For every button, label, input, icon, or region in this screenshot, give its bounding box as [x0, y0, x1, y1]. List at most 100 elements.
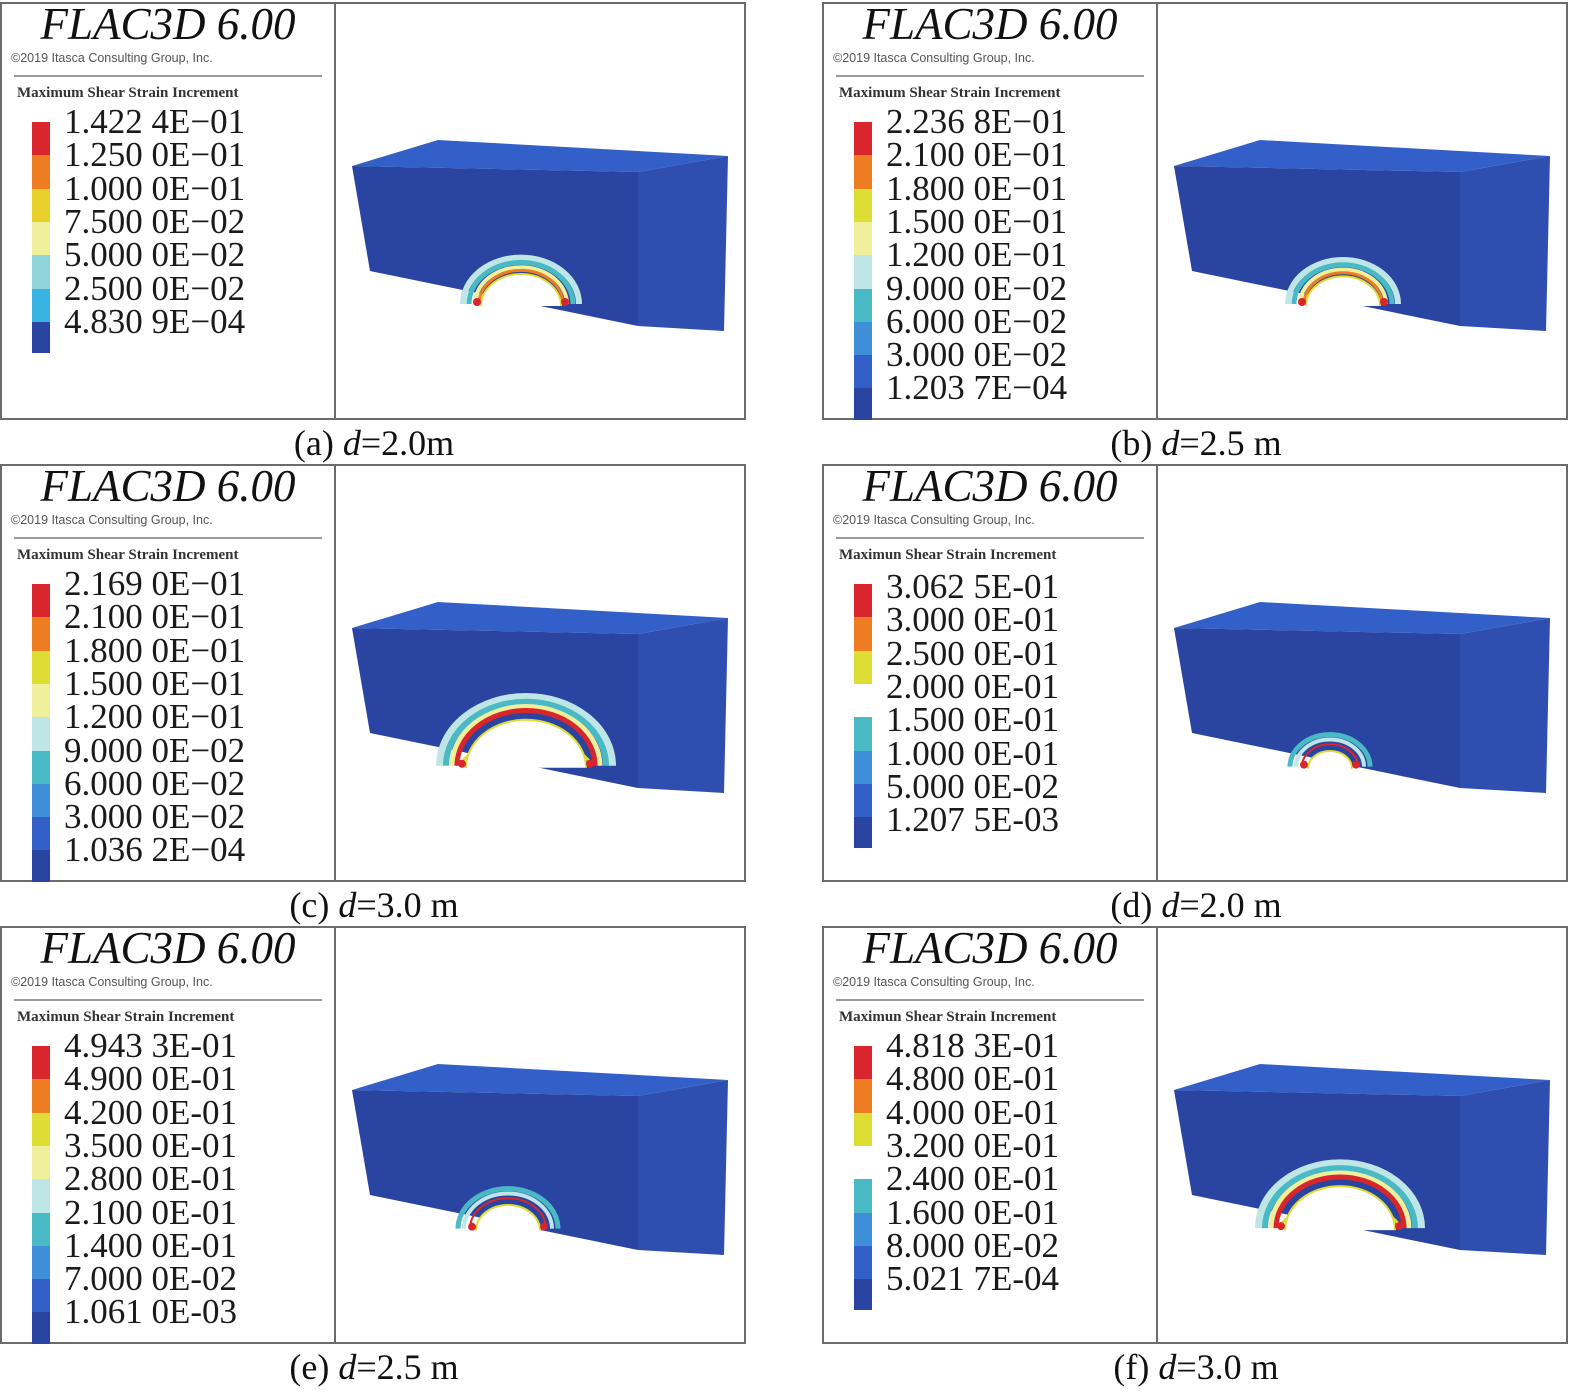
panel-caption: (c) d=3.0 m — [0, 884, 748, 926]
tunnel-opening — [466, 719, 586, 768]
legend-label: 4.200 0E-01 — [64, 1092, 238, 1132]
legend-label: 4.900 0E-01 — [64, 1059, 238, 1099]
legend-label: 2.100 0E-01 — [64, 1192, 238, 1232]
legend-label: 4.830 9E−04 — [64, 301, 246, 341]
legend-swatch — [854, 1079, 872, 1114]
shear-zone — [436, 693, 616, 768]
legend-label: 2.400 0E-01 — [886, 1159, 1060, 1199]
shear-band — [1305, 275, 1381, 307]
legend-label: 1.500 0E−01 — [886, 201, 1068, 241]
software-title: FLAC3D 6.00 — [40, 0, 296, 49]
panel-frame: FLAC3D 6.00 ©2019 Itasca Consulting Group… — [0, 926, 746, 1344]
copyright-text: ©2019 Itasca Consulting Group, Inc. — [11, 51, 213, 65]
legend-label: 1.207 5E-03 — [886, 800, 1060, 840]
shear-band — [436, 693, 616, 766]
shear-band — [1273, 1174, 1407, 1229]
tunnel-opening — [1308, 751, 1352, 769]
legend-label: 1.422 4E−01 — [64, 102, 246, 141]
shear-hotspot — [586, 759, 594, 768]
legend-swatch — [32, 122, 50, 156]
legend-label: 4.000 0E-01 — [886, 1092, 1060, 1132]
legend-label: 3.062 5E-01 — [886, 567, 1060, 606]
legend-label: 1.203 7E−04 — [886, 368, 1068, 408]
legend-swatch — [32, 1312, 50, 1344]
panel-caption: (e) d=2.5 m — [0, 1346, 748, 1388]
copyright-text: ©2019 Itasca Consulting Group, Inc. — [833, 975, 1035, 989]
model-side-face — [1460, 156, 1550, 331]
legend-swatch — [854, 255, 872, 289]
legend-swatch — [32, 683, 50, 718]
tunnel-opening — [1285, 1186, 1395, 1231]
shear-zone — [1287, 732, 1373, 769]
shear-band — [1294, 737, 1366, 767]
model-side-face — [638, 1080, 728, 1255]
legend-swatch — [854, 221, 872, 256]
shear-band — [1285, 257, 1401, 305]
shear-band — [449, 704, 603, 766]
legend-swatch — [854, 650, 872, 685]
panel-divider — [334, 4, 336, 418]
shear-hotspot — [1395, 1222, 1403, 1231]
legend-title: Maximun Shear Strain Increment — [839, 547, 1057, 563]
copyright-text: ©2019 Itasca Consulting Group, Inc. — [11, 513, 213, 527]
caption-variable: d — [338, 1347, 357, 1387]
header-rule — [14, 537, 322, 539]
shear-band — [1298, 267, 1388, 305]
legend-label: 1.500 0E-01 — [886, 700, 1060, 740]
caption-variable: d — [1158, 1347, 1177, 1387]
legend-swatch — [32, 255, 50, 289]
caption-value: =2.5 m — [1179, 423, 1282, 463]
caption-variable: d — [1161, 885, 1180, 925]
legend-label: 4.943 3E-01 — [64, 1026, 238, 1065]
legend-label: 1.500 0E−01 — [64, 663, 246, 703]
model-top-face — [352, 140, 728, 172]
legend-label: 2.100 0E−01 — [886, 135, 1068, 175]
model-view — [1174, 140, 1550, 331]
legend-swatch — [32, 1079, 50, 1114]
caption-value: =2.0m — [360, 423, 455, 463]
legend-swatch — [854, 617, 872, 652]
legend-swatch — [32, 288, 50, 323]
panel-divider — [334, 466, 336, 880]
legend-swatch — [32, 750, 50, 785]
software-title: FLAC3D 6.00 — [862, 461, 1118, 511]
shear-band — [1301, 743, 1359, 767]
copyright-text: ©2019 Itasca Consulting Group, Inc. — [833, 513, 1035, 527]
legend-label: 2.000 0E-01 — [886, 666, 1060, 706]
legend-label: 2.500 0E-01 — [886, 633, 1060, 673]
model-top-face — [1174, 140, 1550, 172]
model-side-face — [638, 618, 728, 793]
shear-band — [1255, 1159, 1425, 1229]
header-rule — [836, 537, 1144, 539]
caption-label: (a) — [293, 423, 343, 463]
panel-c: FLAC3D 6.00 ©2019 Itasca Consulting Group… — [0, 464, 748, 927]
shear-band — [1307, 750, 1353, 769]
legend-label: 1.800 0E−01 — [64, 630, 246, 670]
legend-label: 1.000 0E-01 — [886, 733, 1060, 773]
panel-caption: (d) d=2.0 m — [822, 884, 1570, 926]
legend-swatch — [32, 1279, 50, 1313]
legend-swatch — [854, 1046, 872, 1080]
shear-band — [454, 708, 598, 766]
panel-b: FLAC3D 6.00 ©2019 Itasca Consulting Group… — [822, 2, 1570, 465]
software-title: FLAC3D 6.00 — [862, 0, 1118, 49]
software-title: FLAC3D 6.00 — [40, 461, 296, 511]
legend-swatch — [854, 750, 872, 785]
legend-label: 6.000 0E−02 — [886, 301, 1068, 341]
legend-label: 3.000 0E-01 — [886, 600, 1060, 640]
legend-swatch — [32, 1212, 50, 1247]
legend-label: 5.000 0E−02 — [64, 235, 246, 275]
model-side-face — [1460, 618, 1550, 793]
model-view — [1174, 1064, 1550, 1255]
legend-swatch — [854, 584, 872, 618]
legend-swatch — [854, 1245, 872, 1280]
caption-label: (f) — [1113, 1347, 1159, 1387]
legend-label: 2.500 0E−02 — [64, 268, 246, 308]
panel-d: FLAC3D 6.00 ©2019 Itasca Consulting Group… — [822, 464, 1570, 927]
legend-title: Maximum Shear Strain Increment — [17, 547, 239, 563]
legend-swatch — [854, 122, 872, 156]
header-rule — [836, 75, 1144, 77]
caption-label: (e) — [289, 1347, 339, 1387]
legend-swatch — [32, 617, 50, 652]
caption-value: =2.5 m — [356, 1347, 459, 1387]
